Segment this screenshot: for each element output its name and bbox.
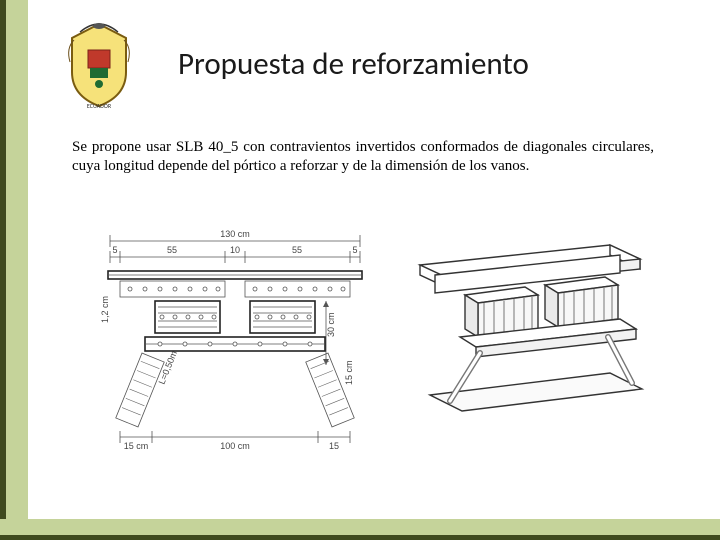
svg-text:5: 5	[352, 245, 357, 255]
svg-text:15: 15	[329, 441, 339, 451]
svg-text:55: 55	[292, 245, 302, 255]
slide-title: Propuesta de reforzamiento	[178, 45, 529, 83]
ecuador-crest-logo: ECUADOR	[60, 18, 138, 110]
svg-text:100 cm: 100 cm	[220, 441, 250, 451]
svg-text:15 cm: 15 cm	[344, 360, 354, 385]
bottom-decorative-stripe	[0, 518, 720, 540]
figure-front-elevation: 130 cm 5 55 10 55 5	[90, 225, 380, 475]
figure-isometric	[410, 225, 650, 445]
left-decorative-stripe	[0, 0, 30, 540]
slide-header: ECUADOR Propuesta de reforzamiento	[60, 18, 529, 110]
svg-text:130 cm: 130 cm	[220, 229, 250, 239]
svg-text:1,2 cm: 1,2 cm	[100, 296, 110, 323]
body-paragraph: Se propone usar SLB 40_5 con contravient…	[72, 138, 654, 176]
svg-text:10: 10	[230, 245, 240, 255]
svg-text:55: 55	[167, 245, 177, 255]
svg-text:L=0,50m: L=0,50m	[157, 349, 179, 385]
svg-text:5: 5	[112, 245, 117, 255]
figures-row: 130 cm 5 55 10 55 5	[90, 225, 650, 485]
svg-text:30 cm: 30 cm	[326, 312, 336, 337]
svg-text:15 cm: 15 cm	[124, 441, 149, 451]
svg-text:ECUADOR: ECUADOR	[87, 102, 112, 110]
